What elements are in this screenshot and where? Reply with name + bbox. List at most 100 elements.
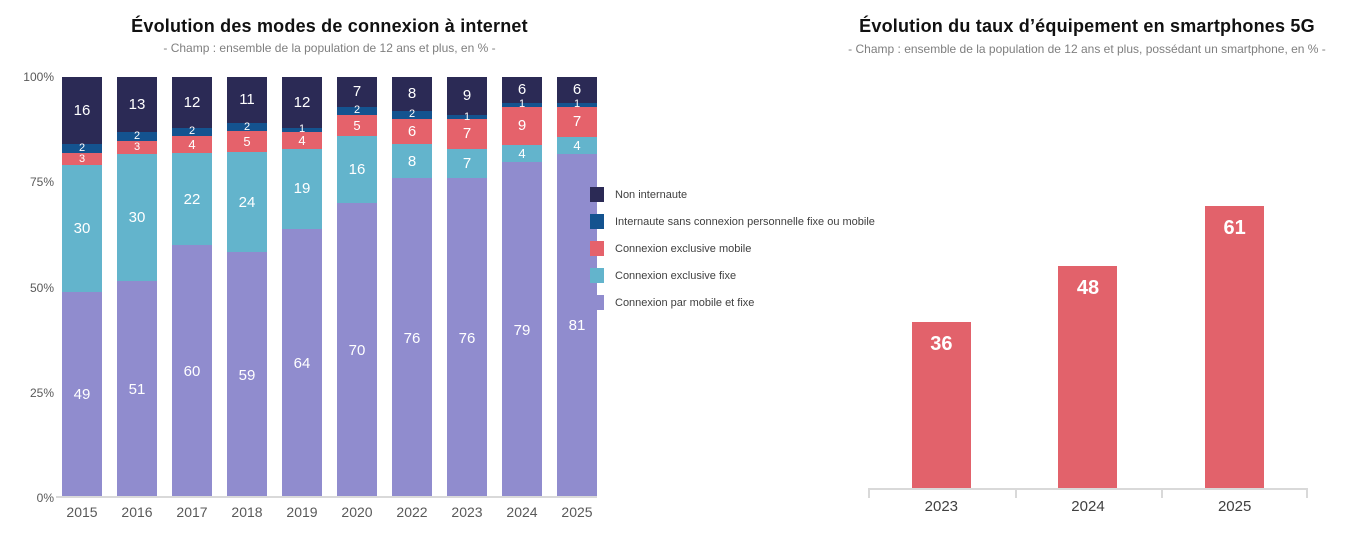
bar-segment: 60	[172, 245, 212, 498]
segment-value-label: 24	[238, 193, 256, 211]
segment-value-label: 4	[573, 137, 581, 153]
right-chart-title: Évolution du taux d’équipement en smartp…	[859, 16, 1315, 36]
segment-value-label: 59	[238, 366, 256, 384]
stacked-bar-2024: 79 4 9 1 6	[502, 77, 542, 498]
bar-segment: 2	[62, 143, 102, 154]
left-chart-title: Évolution des modes de connexion à inter…	[131, 16, 528, 36]
x-tick-label: 2024	[506, 504, 538, 520]
legend-item-label: Connexion par mobile et fixe	[615, 296, 755, 309]
bar-segment: 24	[227, 152, 267, 253]
segment-value-label: 1	[573, 98, 581, 111]
bar-segment: 2	[227, 121, 267, 132]
segment-value-label: 2	[353, 104, 361, 117]
bar-2024: 48	[1058, 266, 1118, 488]
segment-value-label: 6	[407, 123, 417, 141]
bar-segment: 51	[117, 281, 157, 498]
bar-segment: 4	[557, 136, 597, 154]
segment-value-label: 16	[348, 161, 366, 179]
segment-value-label: 70	[348, 342, 366, 360]
segment-value-label: 19	[293, 180, 311, 198]
segment-value-label: 30	[128, 208, 146, 226]
x-tick-label: 2023	[924, 498, 959, 515]
segment-value-label: 9	[517, 117, 527, 135]
bar-segment: 2	[392, 108, 432, 121]
bar-segment: 5	[227, 131, 267, 153]
bar-segment: 5	[337, 114, 377, 136]
bar-segment: 16	[337, 135, 377, 204]
bar-segment: 16	[62, 77, 102, 145]
bar-segment: 1	[447, 111, 487, 122]
bar-segment: 59	[227, 252, 267, 498]
bar-slot-2023: 36	[868, 77, 1015, 488]
legend-color-swatch	[590, 295, 604, 310]
bar-segment: 30	[117, 153, 157, 282]
bar-segment: 19	[282, 148, 322, 229]
bar-2023: 36	[911, 321, 971, 488]
legend-item-label: Connexion exclusive mobile	[615, 242, 752, 255]
segment-value-label: 22	[183, 190, 201, 208]
segment-value-label: 51	[128, 381, 146, 399]
stacked-bar-2023: 76 7 7 1 9	[447, 77, 487, 498]
axis-tick	[1306, 488, 1308, 498]
bar-segment: 9	[502, 106, 542, 146]
x-tick-label: 2017	[176, 504, 208, 520]
bar-segment: 64	[282, 228, 322, 498]
bar-segment: 7	[557, 106, 597, 137]
segment-value-label: 1	[463, 110, 471, 123]
segment-value-label: 11	[239, 91, 255, 109]
segment-value-label: 2	[408, 108, 416, 121]
segment-value-label: 16	[73, 102, 91, 120]
bar-segment: 2	[172, 126, 212, 137]
legend-item-label: Internaute sans connexion personnelle fi…	[615, 215, 875, 228]
bar-slot-2024: 48	[1015, 77, 1162, 488]
bar-segment: 7	[447, 119, 487, 149]
bar-segment: 76	[392, 178, 432, 498]
left-chart-subtitle: - Champ : ensemble de la population de 1…	[163, 41, 496, 55]
bar-segment: 49	[62, 291, 102, 498]
legend-item: Connexion par mobile et fixe	[590, 289, 875, 316]
stacked-bar-2015: 49 30 3 2 16	[62, 77, 102, 498]
stacked-bar-plot: 49 30 3 2 16 51 30 3 2 13 60 22 4 2 12 59 24 5 2 11 64 19 4 1 12…	[62, 77, 597, 498]
segment-value-label: 81	[568, 317, 586, 335]
axis-tick	[868, 488, 870, 498]
bar-segment: 70	[337, 203, 377, 498]
bar-segment: 12	[282, 77, 322, 128]
y-tick-label: 50%	[29, 280, 54, 295]
bar-segment: 8	[392, 77, 432, 111]
x-tick-label: 2020	[341, 504, 373, 520]
x-tick-label: 2025	[1217, 498, 1252, 515]
segment-value-label: 1	[518, 98, 526, 111]
segment-value-label: 8	[407, 152, 417, 170]
bar-segment: 1	[557, 99, 597, 110]
stacked-bar-2019: 64 19 4 1 12	[282, 77, 322, 498]
left-chart-legend: Non internaute Internaute sans connexion …	[590, 181, 875, 316]
x-tick-label: 2023	[451, 504, 483, 520]
segment-value-label: 4	[188, 136, 196, 152]
segment-value-label: 8	[407, 85, 417, 103]
bar-segment: 81	[557, 153, 597, 498]
bar-2025: 61	[1205, 206, 1265, 488]
legend-color-swatch	[590, 241, 604, 256]
y-tick-label: 75%	[29, 175, 54, 190]
legend-color-swatch	[590, 268, 604, 283]
segment-value-label: 4	[518, 146, 526, 162]
right-chart-axis-line	[868, 488, 1308, 498]
segment-value-label: 7	[462, 125, 472, 143]
legend-color-swatch	[590, 187, 604, 202]
segment-value-label: 13	[128, 96, 146, 114]
x-tick-label: 2022	[396, 504, 428, 520]
bar-segment: 4	[172, 135, 212, 153]
segment-value-label: 6	[572, 81, 582, 99]
stacked-bar-2018: 59 24 5 2 11	[227, 77, 267, 498]
segment-value-label: 1	[298, 123, 306, 136]
bar-segment: 3	[62, 152, 102, 166]
bar-segment: 4	[502, 145, 542, 163]
legend-item: Internaute sans connexion personnelle fi…	[590, 208, 875, 235]
bar-segment: 6	[392, 119, 432, 145]
bar-segment: 9	[447, 77, 487, 115]
bar-segment: 1	[282, 124, 322, 135]
segment-value-label: 12	[183, 93, 201, 111]
y-tick-label: 100%	[23, 70, 54, 84]
stacked-bar-2016: 51 30 3 2 13	[117, 77, 157, 498]
